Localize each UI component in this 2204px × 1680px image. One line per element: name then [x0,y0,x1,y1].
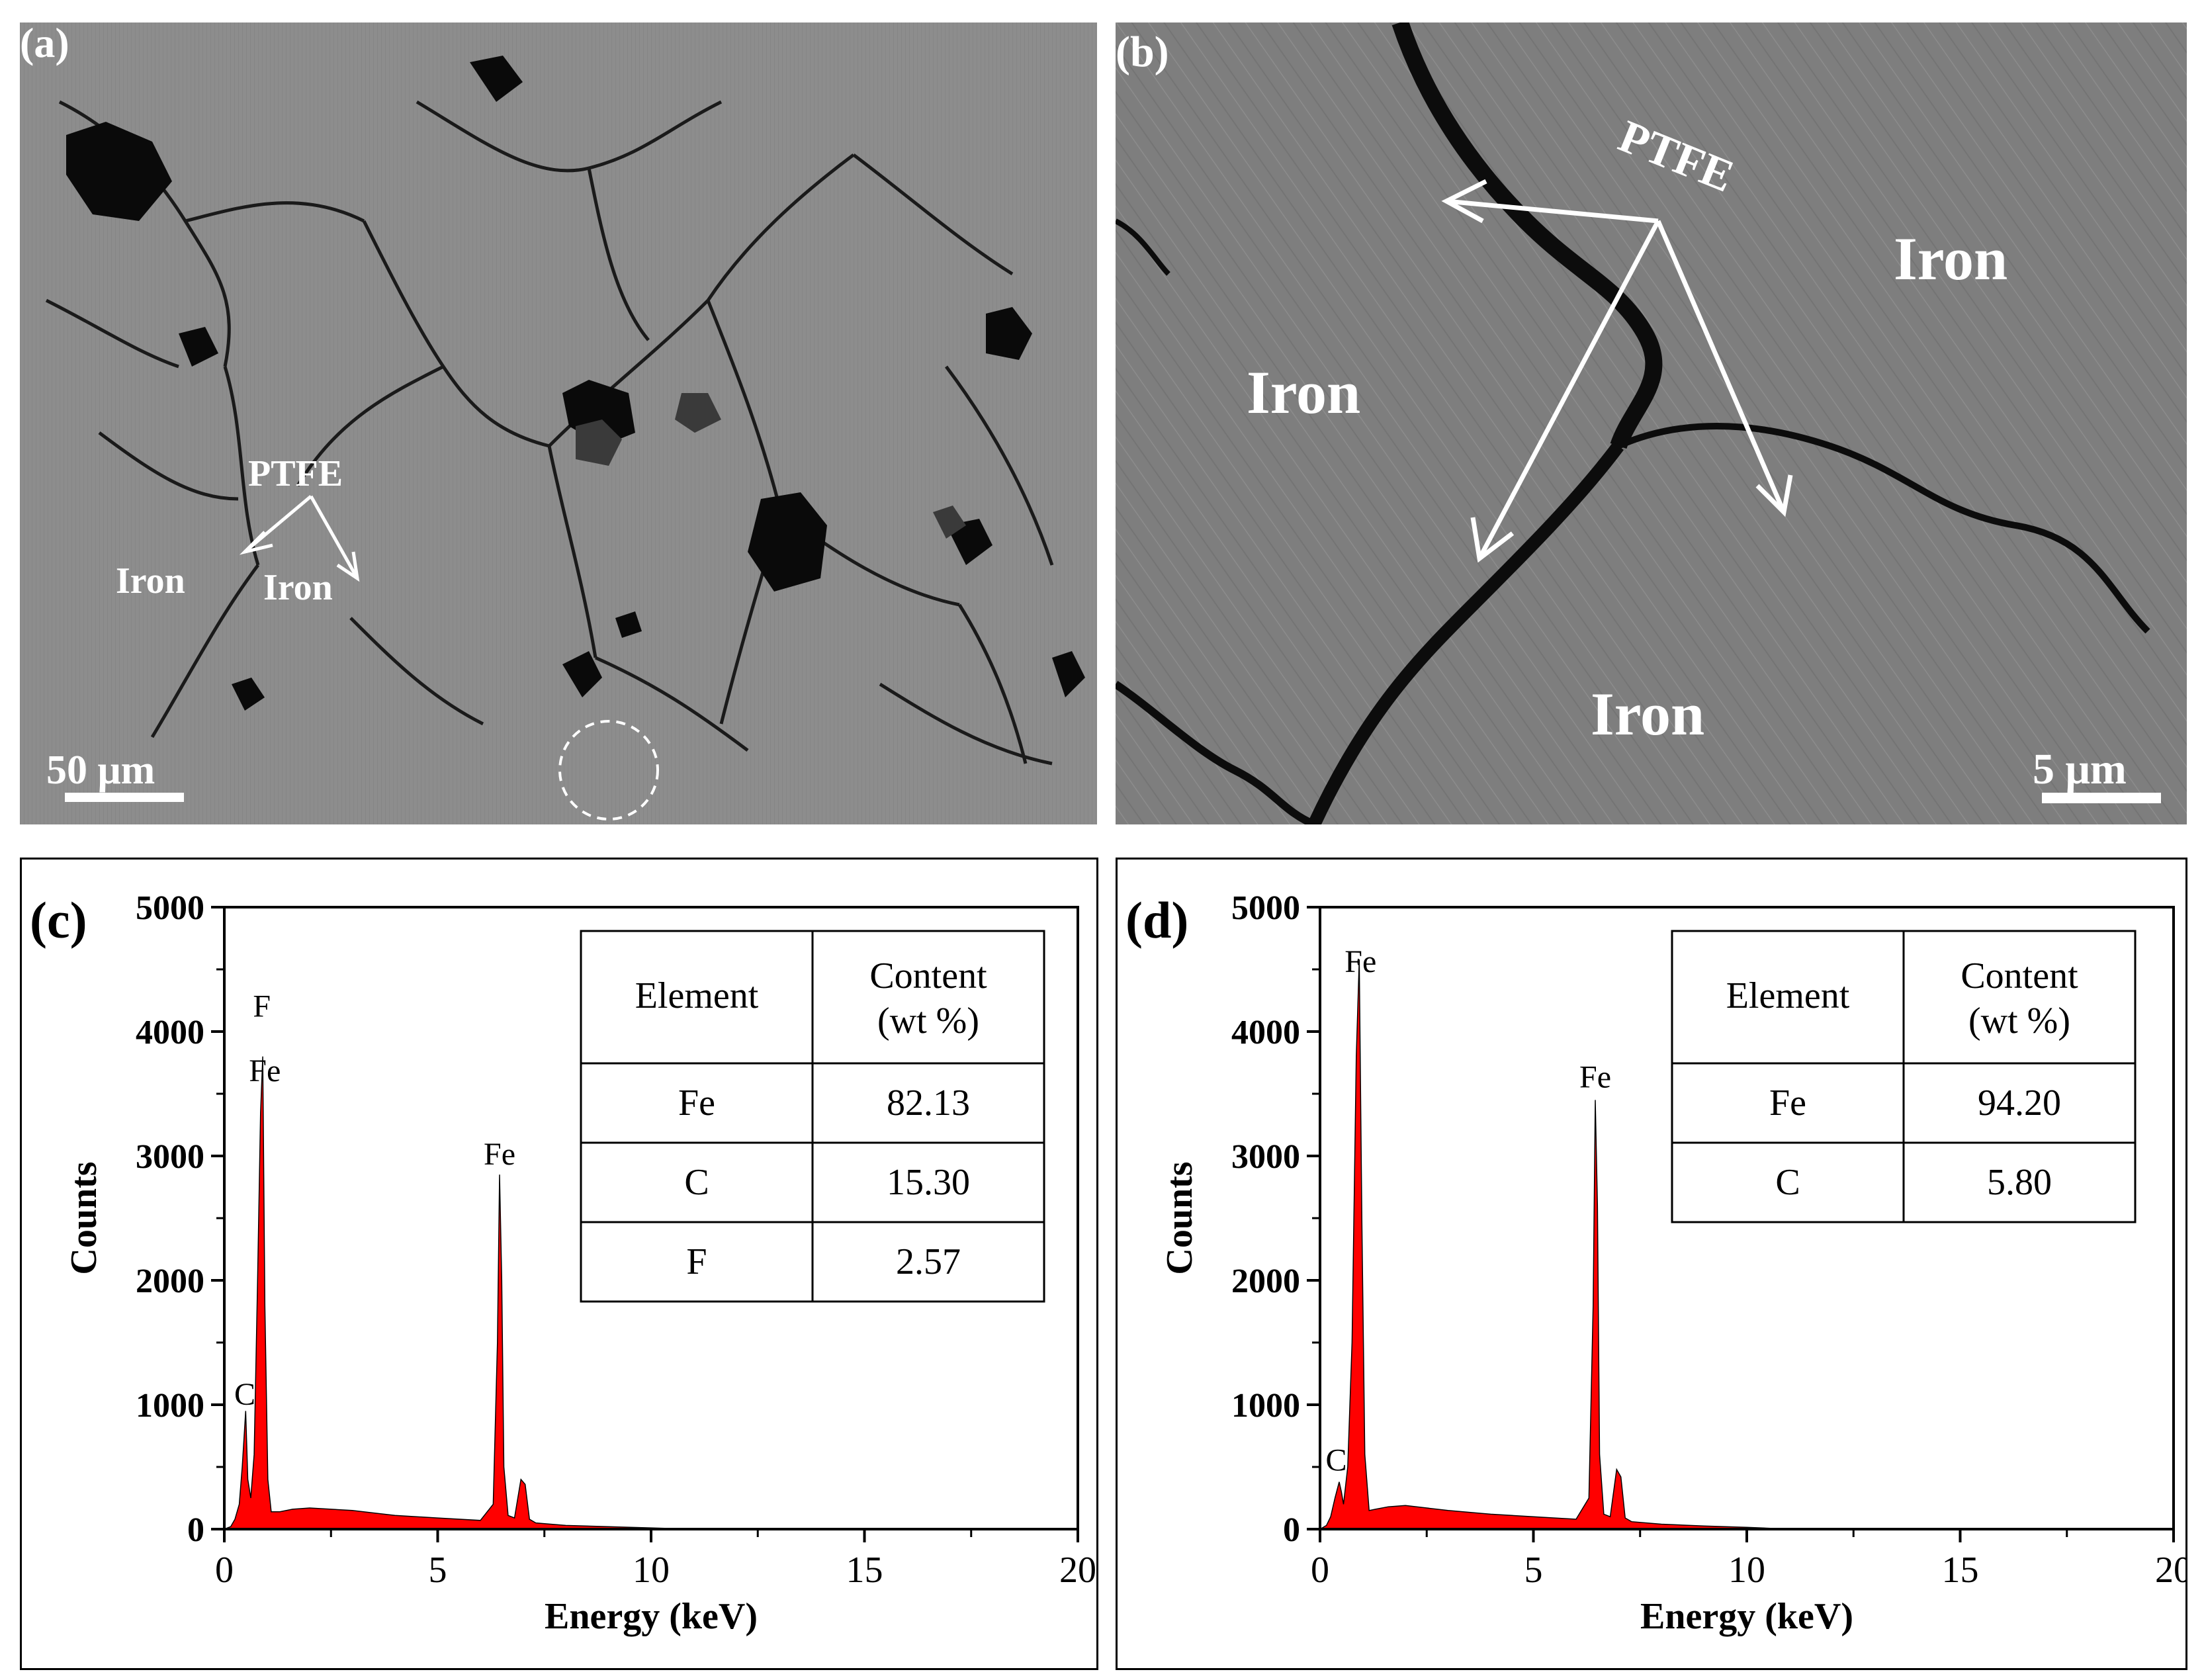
eds-chart-d: (d) 0 5 10 15 20 0 1000 2000 3000 4000 5000 Energy … [1116,858,2192,1670]
scalebar-label-b: 5 μm [2033,745,2127,793]
sem-image-b-canvas: (b) PTFE Iron Iron Iron 5 μm [1113,19,2187,828]
x-tick-label: 0 [215,1550,234,1591]
panel-label-d: (d) [1125,891,1188,949]
table-header-element: Element [1726,975,1850,1016]
table-cell: 15.30 [887,1162,970,1203]
ptfe-arrows-b [1441,179,1793,563]
iron-label-b-left: Iron [1247,359,1360,426]
peak-label: Fe [1344,944,1376,979]
iron-label-a-left: Iron [116,560,185,601]
scalebar-a [65,793,184,802]
highlight-circle [558,720,659,820]
x-tick-label: 10 [633,1550,670,1591]
peak-label: Fe [484,1137,515,1172]
table-cell: F [686,1241,707,1282]
y-tick-label: 3000 [1231,1138,1300,1176]
y-tick-label: 0 [1283,1511,1300,1549]
spectrum-area [1318,959,2174,1530]
ptfe-arrows [239,495,360,582]
element-table-c: Element Content (wt %) Fe 82.13 C 15.30 … [580,930,1045,1303]
x-tick-label: 10 [1728,1550,1765,1591]
y-axis-label: Counts [1159,1161,1200,1274]
y-tick-label: 4000 [1231,1014,1300,1051]
table-cell: C [1775,1162,1800,1203]
plot-area-c: 0 5 10 15 20 0 1000 2000 3000 4000 5000 Energy (keV… [64,889,1096,1637]
panel-label-b: (b) [1116,28,1169,76]
x-axis-label: Energy (keV) [1640,1596,1853,1637]
x-tick-label: 5 [1524,1550,1543,1591]
iron-label-b-top-right: Iron [1894,225,2007,292]
x-tick-label: 5 [429,1550,447,1591]
y-tick-label: 1000 [136,1387,204,1425]
table-cell: Fe [678,1083,715,1124]
y-tick-label: 5000 [1231,889,1300,927]
y-tick-label: 2000 [1231,1262,1300,1300]
y-tick-label: 3000 [136,1138,204,1176]
peak-label: C [1326,1443,1347,1478]
eds-chart-d-svg: (d) 0 5 10 15 20 0 1000 2000 3000 4000 5000 Energy … [1125,889,2192,1637]
iron-label-a-right: Iron [263,567,333,608]
y-tick-label: 5000 [136,889,204,927]
table-cell: Fe [1769,1083,1806,1124]
x-tick-label: 0 [1311,1550,1329,1591]
eds-chart-c-svg: (c) 0 5 10 15 20 0 1000 2000 3000 4000 5000 Energy … [30,889,1096,1637]
x-tick-label: 15 [1942,1550,1979,1591]
sem-image-a-canvas: (a) PTFE Iron Iron 50 μm [20,19,1097,824]
y-tick-label: 4000 [136,1014,204,1051]
table-cell: 2.57 [896,1241,961,1282]
peak-label: F [253,989,271,1024]
eds-chart-c: (c) 0 5 10 15 20 0 1000 2000 3000 4000 5000 Energy … [20,858,1098,1670]
sem-image-a: (a) PTFE Iron Iron 50 μm [20,19,1097,824]
panel-label-a: (a) [20,22,69,66]
y-axis-label: Counts [64,1161,105,1274]
table-header-content: Content [1961,955,2078,996]
inclusions [576,393,966,539]
sem-image-b: (b) PTFE Iron Iron Iron 5 μm [1113,19,2187,828]
micrograph-background [20,22,1097,824]
y-tick-label: 2000 [136,1262,204,1300]
scalebar-label-a: 50 μm [46,748,155,793]
ptfe-boundary [1113,19,2150,828]
table-cell: 94.20 [1978,1083,2061,1124]
y-tick-label: 0 [187,1511,204,1549]
peak-label: C [234,1377,255,1412]
table-header-unit: (wt %) [1968,1000,2070,1041]
table-header-element: Element [635,975,759,1016]
spectrum-area [224,1056,1078,1530]
panel-label-c: (c) [30,891,87,949]
element-table-d: Element Content (wt %) Fe 94.20 C 5.80 [1671,930,2137,1223]
y-tick-label: 1000 [1231,1387,1300,1425]
ptfe-label-a: PTFE [248,453,343,494]
plot-area-d: 0 5 10 15 20 0 1000 2000 3000 4000 5000 Energy (keV… [1159,889,2192,1637]
x-axis-label: Energy (keV) [545,1596,758,1637]
iron-label-b-bottom: Iron [1591,680,1704,748]
peak-label: Fe [249,1053,281,1088]
x-tick-label: 20 [2155,1550,2185,1591]
x-tick-label: 15 [846,1550,883,1591]
x-tick-label: 20 [1059,1550,1096,1591]
scalebar-b [2042,793,2161,803]
table-cell: 5.80 [1987,1162,2052,1203]
table-cell: 82.13 [887,1083,970,1124]
peak-label: Fe [1579,1060,1611,1095]
micrograph-background [1116,22,2187,824]
table-header-content: Content [869,955,987,996]
table-header-unit: (wt %) [877,1000,979,1041]
pores [66,56,1085,711]
table-cell: C [684,1162,709,1203]
